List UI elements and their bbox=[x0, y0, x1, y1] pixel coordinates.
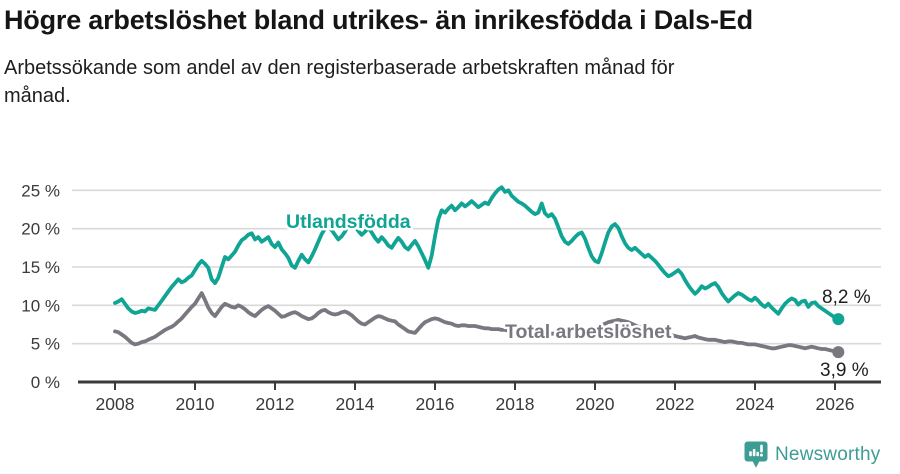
y-axis-label-10: 10 % bbox=[21, 296, 60, 315]
x-axis-label-2018: 2018 bbox=[496, 394, 535, 414]
x-axis-label-2008: 2008 bbox=[96, 394, 135, 414]
chart-title: Högre arbetslöshet bland utrikes- än inr… bbox=[4, 5, 753, 35]
series-label-0: Utlandsfödda bbox=[286, 211, 411, 233]
x-axis-label-2010: 2010 bbox=[176, 394, 215, 414]
x-axis-label-2026: 2026 bbox=[816, 394, 855, 414]
y-axis-label-0: 0 % bbox=[31, 373, 60, 392]
x-axis-label-2024: 2024 bbox=[736, 394, 775, 414]
chart-header: Högre arbetslöshet bland utrikes- än inr… bbox=[4, 4, 896, 110]
series-line-1 bbox=[113, 291, 841, 355]
newsworthy-brand-text: Newsworthy bbox=[775, 444, 881, 465]
y-axis-label-25: 25 % bbox=[21, 181, 60, 200]
y-axis-label-20: 20 % bbox=[21, 220, 60, 239]
series-end-dot-0 bbox=[832, 313, 845, 326]
x-axis-label-2012: 2012 bbox=[256, 394, 295, 414]
x-axis-label-2016: 2016 bbox=[416, 394, 455, 414]
x-axis-label-2020: 2020 bbox=[576, 394, 615, 414]
series-line-0 bbox=[113, 185, 841, 322]
x-axis-label-2014: 2014 bbox=[336, 394, 375, 414]
series-end-dot-1 bbox=[832, 346, 845, 359]
chart-subtitle: Arbetssökande som andel av den registerb… bbox=[4, 57, 675, 108]
x-axis-label-2022: 2022 bbox=[656, 394, 695, 414]
series-end-value-0: 8,2 % bbox=[822, 287, 871, 308]
newsworthy-logo: Newsworthy bbox=[744, 441, 880, 469]
newsworthy-chart-bubble-icon bbox=[744, 441, 768, 468]
series-end-value-1: 3,9 % bbox=[820, 360, 869, 381]
y-axis-label-15: 15 % bbox=[21, 258, 60, 277]
series-label-1: Total arbetslöshet bbox=[505, 321, 672, 343]
y-axis-label-5: 5 % bbox=[31, 335, 60, 354]
